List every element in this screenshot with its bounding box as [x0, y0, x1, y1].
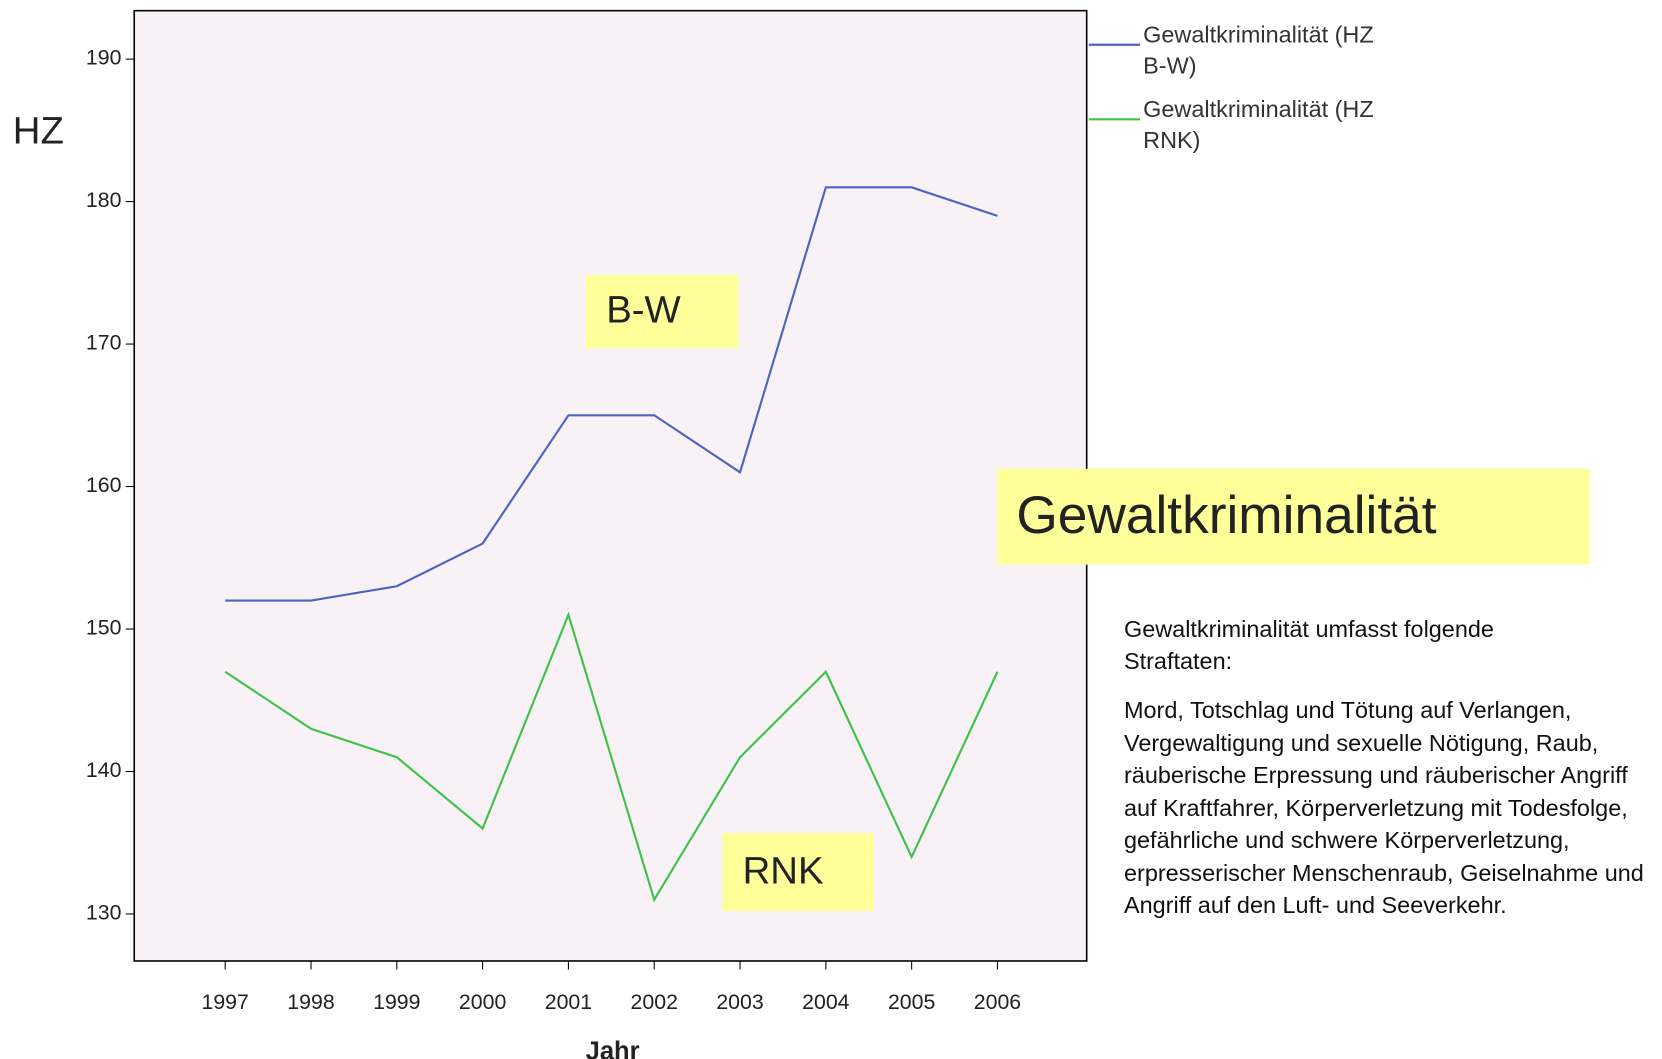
legend-label: Gewaltkriminalität (HZ RNK)	[1143, 95, 1374, 154]
y-tick-label: 170	[86, 331, 122, 355]
y-tick-label: 150	[86, 616, 122, 640]
series-line	[225, 186, 998, 602]
x-tick-label: 2001	[545, 990, 592, 1014]
x-tick-label: 2005	[888, 990, 935, 1014]
legend-entry: Gewaltkriminalität (HZ B-W)	[1143, 21, 1374, 79]
x-tick-label: 2000	[459, 990, 507, 1014]
series-line	[224, 611, 999, 903]
plot-area	[133, 9, 1088, 962]
y-tick-label: 160	[86, 473, 122, 497]
legend-entry: Gewaltkriminalität (HZ RNK)	[1143, 95, 1374, 154]
annotation-box	[585, 274, 739, 349]
y-tick-label: 190	[86, 46, 122, 70]
description-block: Mord, Totschlag und Tötung auf Verlangen…	[1123, 696, 1644, 919]
x-tick-label: 2004	[802, 990, 850, 1014]
annotation: B-W	[606, 288, 681, 331]
annotation: RNK	[743, 850, 824, 893]
x-tick-label: 1998	[287, 990, 334, 1014]
x-tick-label: 2006	[974, 990, 1021, 1014]
headline-box	[997, 468, 1590, 565]
y-axis-label: HZ	[13, 109, 64, 152]
y-tick-label: 180	[86, 188, 122, 212]
x-tick-label: 2002	[631, 990, 678, 1014]
x-tick-label: 2003	[716, 990, 763, 1014]
headline: Gewaltkriminalität	[1016, 486, 1436, 545]
annotation-box	[722, 833, 874, 911]
legend-label: Gewaltkriminalität (HZ B-W)	[1143, 21, 1374, 79]
description: Mord, Totschlag und Tötung auf Verlangen…	[1123, 696, 1644, 919]
x-tick-label: 1997	[201, 990, 248, 1014]
y-tick-label: 130	[86, 901, 122, 925]
y-tick-label: 140	[86, 758, 122, 782]
description-block: Gewaltkriminalität umfasst folgende Stra…	[1123, 615, 1494, 675]
description: Gewaltkriminalität umfasst folgende Stra…	[1123, 615, 1494, 675]
x-axis-label: Jahr	[586, 1037, 640, 1059]
x-tick-label: 1999	[373, 990, 420, 1014]
